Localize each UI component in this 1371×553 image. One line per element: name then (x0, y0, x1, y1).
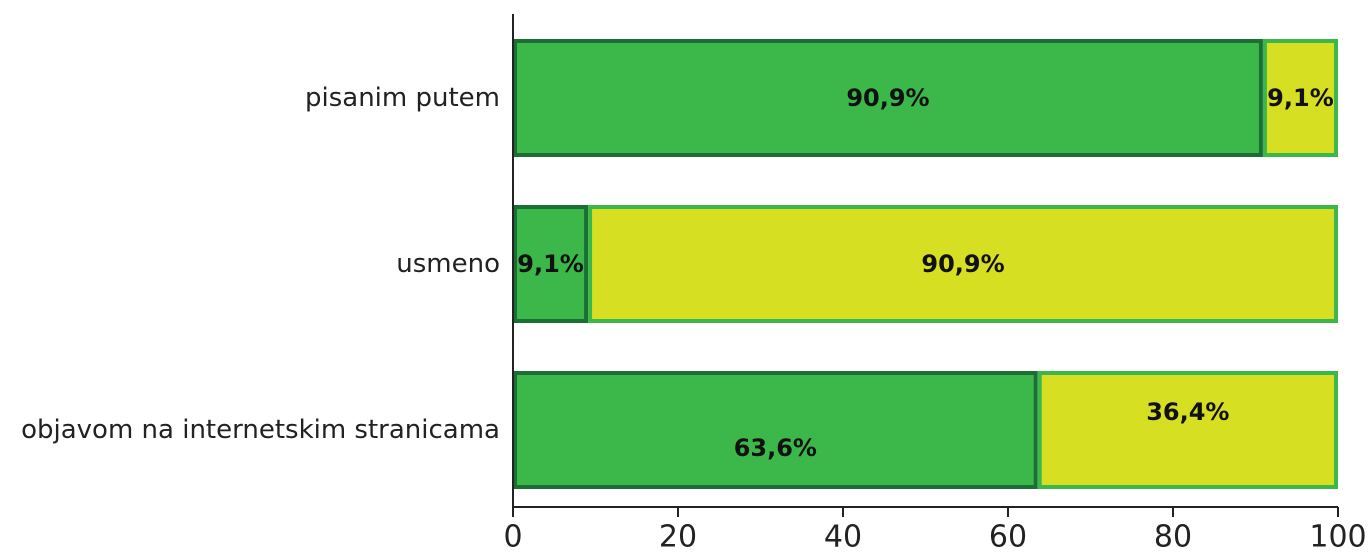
data-label: 90,9% (846, 84, 929, 112)
bar-segment (513, 39, 1263, 157)
x-tick-label: 0 (503, 520, 522, 553)
x-tick-label: 100 (1309, 520, 1366, 553)
x-tick-label: 60 (989, 520, 1027, 553)
bars-layer (513, 39, 1339, 489)
bar-segment (513, 371, 1038, 489)
x-tick-label: 40 (824, 520, 862, 553)
axis-layer: 0 20 40 60 80 100 (503, 14, 1367, 553)
bar-segment (513, 205, 589, 323)
bar-segment (1262, 39, 1339, 157)
data-label: 9,1% (517, 250, 584, 278)
data-label: 36,4% (1146, 398, 1229, 426)
x-tick-label: 20 (659, 520, 697, 553)
data-label: 90,9% (921, 250, 1004, 278)
data-labels-layer: 90,9% 9,1% 9,1% 90,9% 63,6% 36,4% (517, 84, 1333, 462)
category-label: pisanim putem (305, 83, 500, 113)
data-label: 9,1% (1267, 84, 1334, 112)
data-label: 63,6% (734, 434, 817, 462)
bar-segment (1037, 371, 1338, 489)
bar-segment (588, 205, 1338, 323)
x-tick-label: 80 (1154, 520, 1192, 553)
category-labels-layer: pisanim putem usmeno objavom na internetsk… (21, 83, 500, 445)
category-label: objavom na internetskim stranicama (21, 415, 500, 445)
category-label: usmeno (396, 249, 500, 279)
